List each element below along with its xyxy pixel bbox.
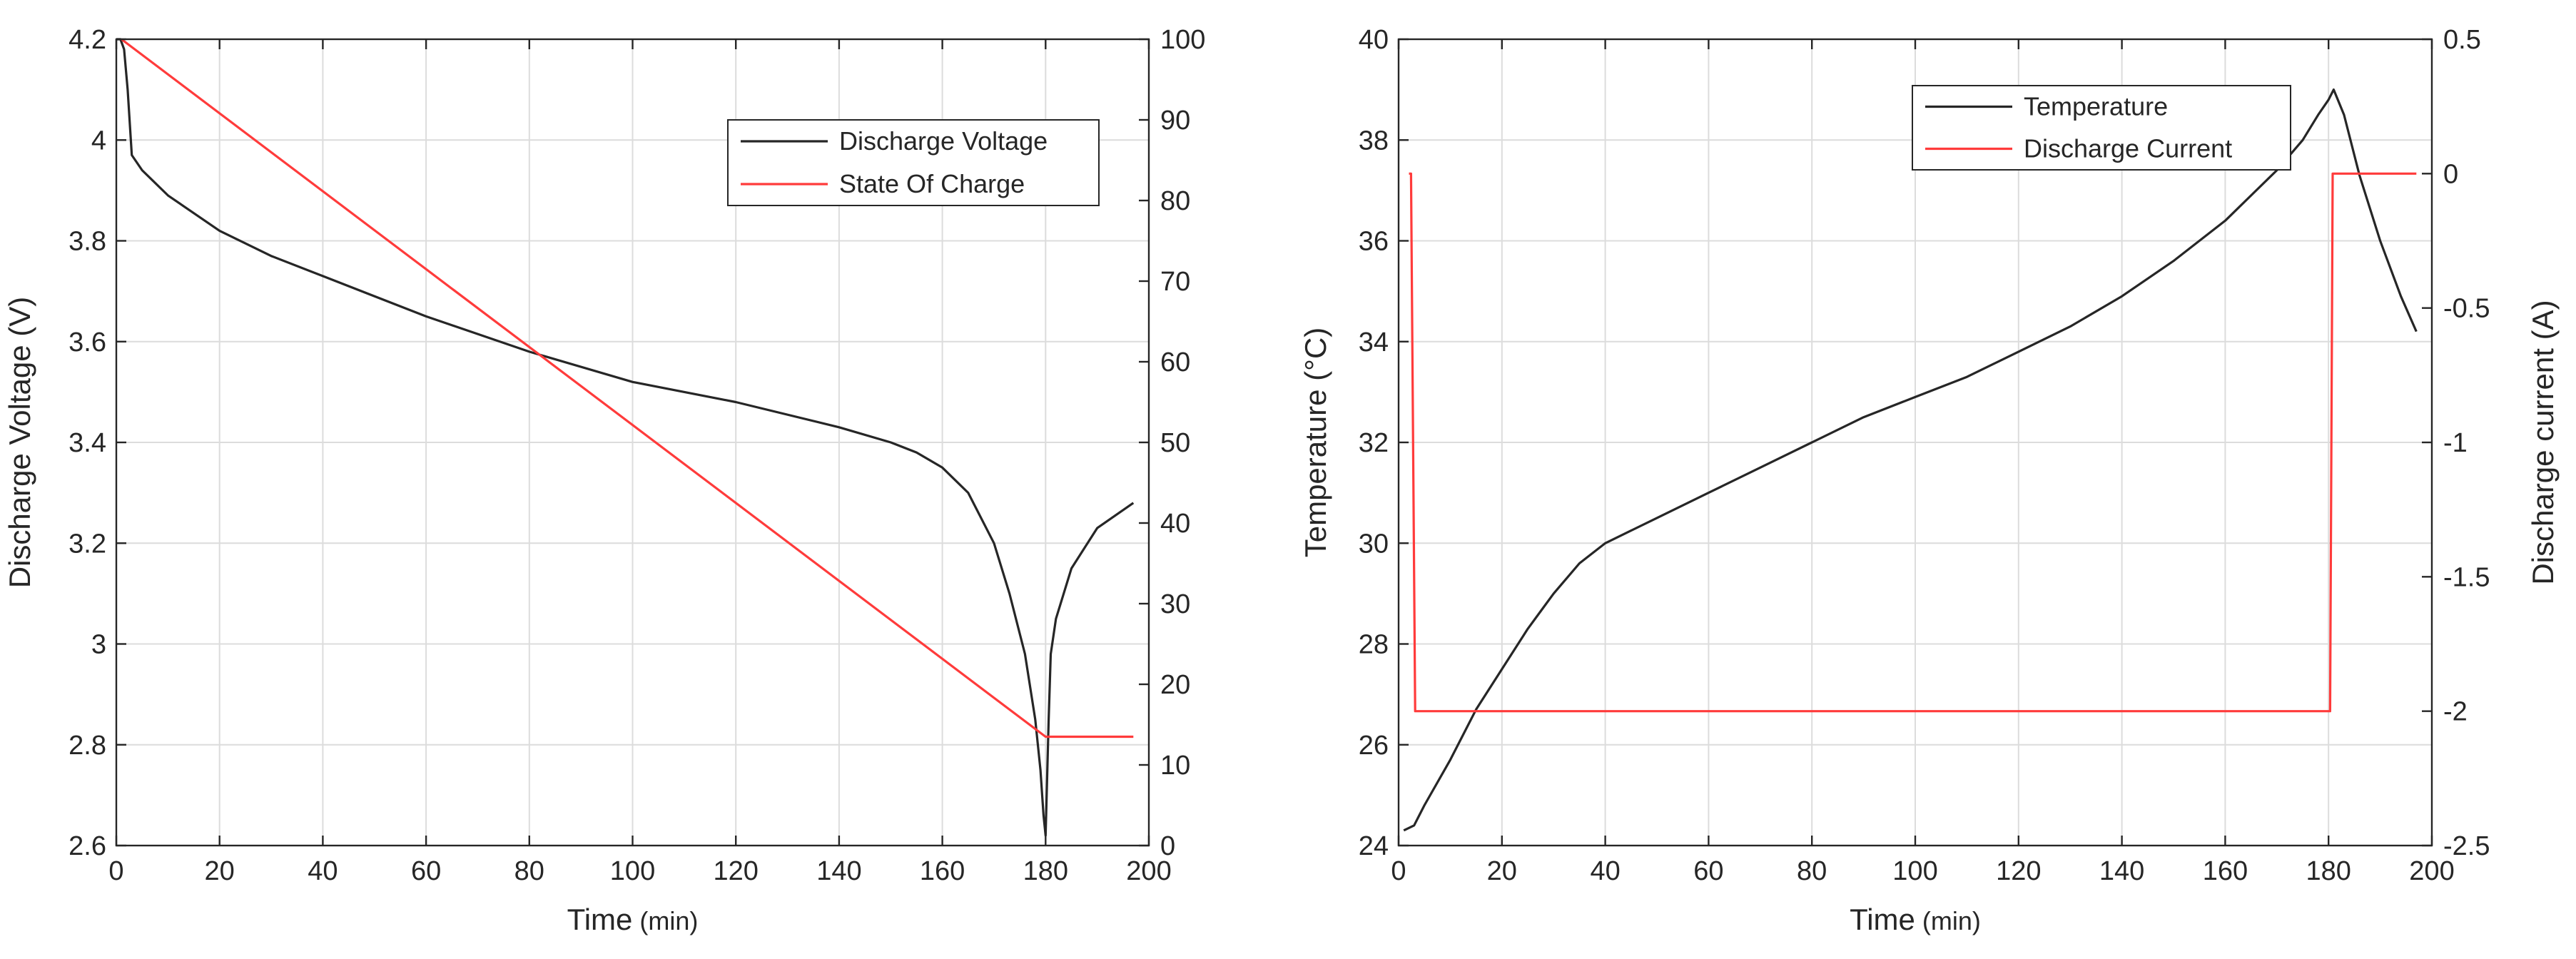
- y2-tick-label: 50: [1160, 428, 1190, 458]
- legend-label: Temperature: [2024, 92, 2168, 121]
- y-axis-label: Discharge Voltage (V): [3, 297, 36, 589]
- y-axis-label: Temperature (°C): [1299, 328, 1332, 558]
- x-axis-label: Time (min): [567, 903, 699, 936]
- y-tick-label: 32: [1359, 428, 1389, 458]
- x-tick-label: 120: [1996, 856, 2041, 886]
- y2-tick-label: 90: [1160, 106, 1190, 136]
- x-axis-label: Time (min): [1850, 903, 1981, 936]
- series-line-discharge-current: [1409, 172, 2417, 713]
- y-tick-label: 3.2: [69, 529, 106, 559]
- legend: Temperature Discharge Current: [1912, 85, 2291, 171]
- y2-tick-label: 0: [2443, 159, 2458, 189]
- x-tick-label: 120: [713, 856, 758, 886]
- x-tick-label: 60: [411, 856, 441, 886]
- y2-tick-label: 100: [1160, 25, 1205, 55]
- legend-label: Discharge Current: [2024, 134, 2232, 163]
- y-tick-label: 26: [1359, 731, 1389, 761]
- x-tick-label: 80: [1797, 856, 1827, 886]
- y2-tick-label: 10: [1160, 751, 1190, 781]
- x-tick-label: 100: [610, 856, 655, 886]
- x-tick-label: 140: [816, 856, 861, 886]
- x-tick-label: 60: [1693, 856, 1723, 886]
- y2-tick-label: 0: [1160, 831, 1175, 861]
- y2-tick-label: 20: [1160, 670, 1190, 700]
- x-axis-label-name: Time: [1850, 903, 1915, 936]
- y-tick-label: 3: [91, 630, 106, 660]
- y2-tick-label: 60: [1160, 347, 1190, 377]
- legend: Discharge Voltage State Of Charge: [727, 119, 1100, 206]
- series-line-state-of-charge: [121, 38, 1134, 739]
- y-tick-label: 38: [1359, 126, 1389, 156]
- y-tick-label: 40: [1359, 25, 1389, 55]
- x-tick-label: 180: [1023, 856, 1068, 886]
- x-tick-label: 40: [308, 856, 338, 886]
- x-tick-label: 40: [1590, 856, 1620, 886]
- y2-tick-label: -1.5: [2443, 562, 2490, 592]
- y2-axis-label: Discharge current (A): [2526, 300, 2560, 584]
- x-tick-label: 160: [920, 856, 965, 886]
- y-tick-label: 30: [1359, 529, 1389, 559]
- y2-tick-label: -1: [2443, 428, 2468, 458]
- y2-tick-label: 70: [1160, 267, 1190, 297]
- x-tick-label: 80: [514, 856, 544, 886]
- x-tick-label: 140: [2099, 856, 2144, 886]
- y-tick-label: 4.2: [69, 25, 106, 55]
- x-tick-label: 160: [2203, 856, 2248, 886]
- x-tick-label: 20: [205, 856, 235, 886]
- y2-tick-label: 0.5: [2443, 25, 2481, 55]
- legend-label: Discharge Voltage: [839, 126, 1048, 156]
- x-tick-label: 0: [1391, 856, 1406, 886]
- y2-tick-label: 80: [1160, 186, 1190, 216]
- y-tick-label: 2.8: [69, 731, 106, 761]
- chart-1: 0 20 40 60 80 100 120 140 160 180 2002.62.833.23.4…: [3, 25, 1205, 936]
- chart-2: 0 20 40 60 80 100 120 140 160 180 200 24 26 28 30 32 34 3…: [1299, 25, 2560, 936]
- y-tick-label: 24: [1359, 831, 1389, 861]
- y-tick-label: 4: [91, 126, 106, 156]
- y-tick-label: 36: [1359, 227, 1389, 257]
- x-tick-label: 200: [2409, 856, 2454, 886]
- legend-label: State Of Charge: [839, 169, 1025, 198]
- y-tick-label: 3.4: [69, 428, 106, 458]
- x-axis-label-unit: (min): [632, 906, 698, 935]
- y2-tick-label: -2: [2443, 697, 2468, 727]
- y-tick-label: 2.6: [69, 831, 106, 861]
- x-tick-label: 20: [1487, 856, 1517, 886]
- y2-tick-label: 40: [1160, 509, 1190, 539]
- series-line-discharge-voltage: [116, 38, 1135, 837]
- legend-box: [727, 119, 1100, 206]
- legend-box: [1912, 85, 2291, 171]
- x-axis-label-name: Time: [567, 903, 633, 936]
- y-tick-label: 34: [1359, 328, 1389, 357]
- y-tick-label: 28: [1359, 630, 1389, 660]
- y2-tick-label: -2.5: [2443, 831, 2490, 861]
- y2-tick-label: -0.5: [2443, 294, 2490, 324]
- x-tick-label: 0: [108, 856, 123, 886]
- series-line-temperature: [1403, 88, 2418, 832]
- x-axis-label-unit: (min): [1915, 906, 1981, 935]
- y2-tick-label: 30: [1160, 589, 1190, 619]
- x-tick-label: 180: [2306, 856, 2351, 886]
- y-tick-label: 3.8: [69, 227, 106, 257]
- x-tick-label: 200: [1126, 856, 1171, 886]
- x-tick-label: 100: [1892, 856, 1937, 886]
- y-tick-label: 3.6: [69, 328, 106, 357]
